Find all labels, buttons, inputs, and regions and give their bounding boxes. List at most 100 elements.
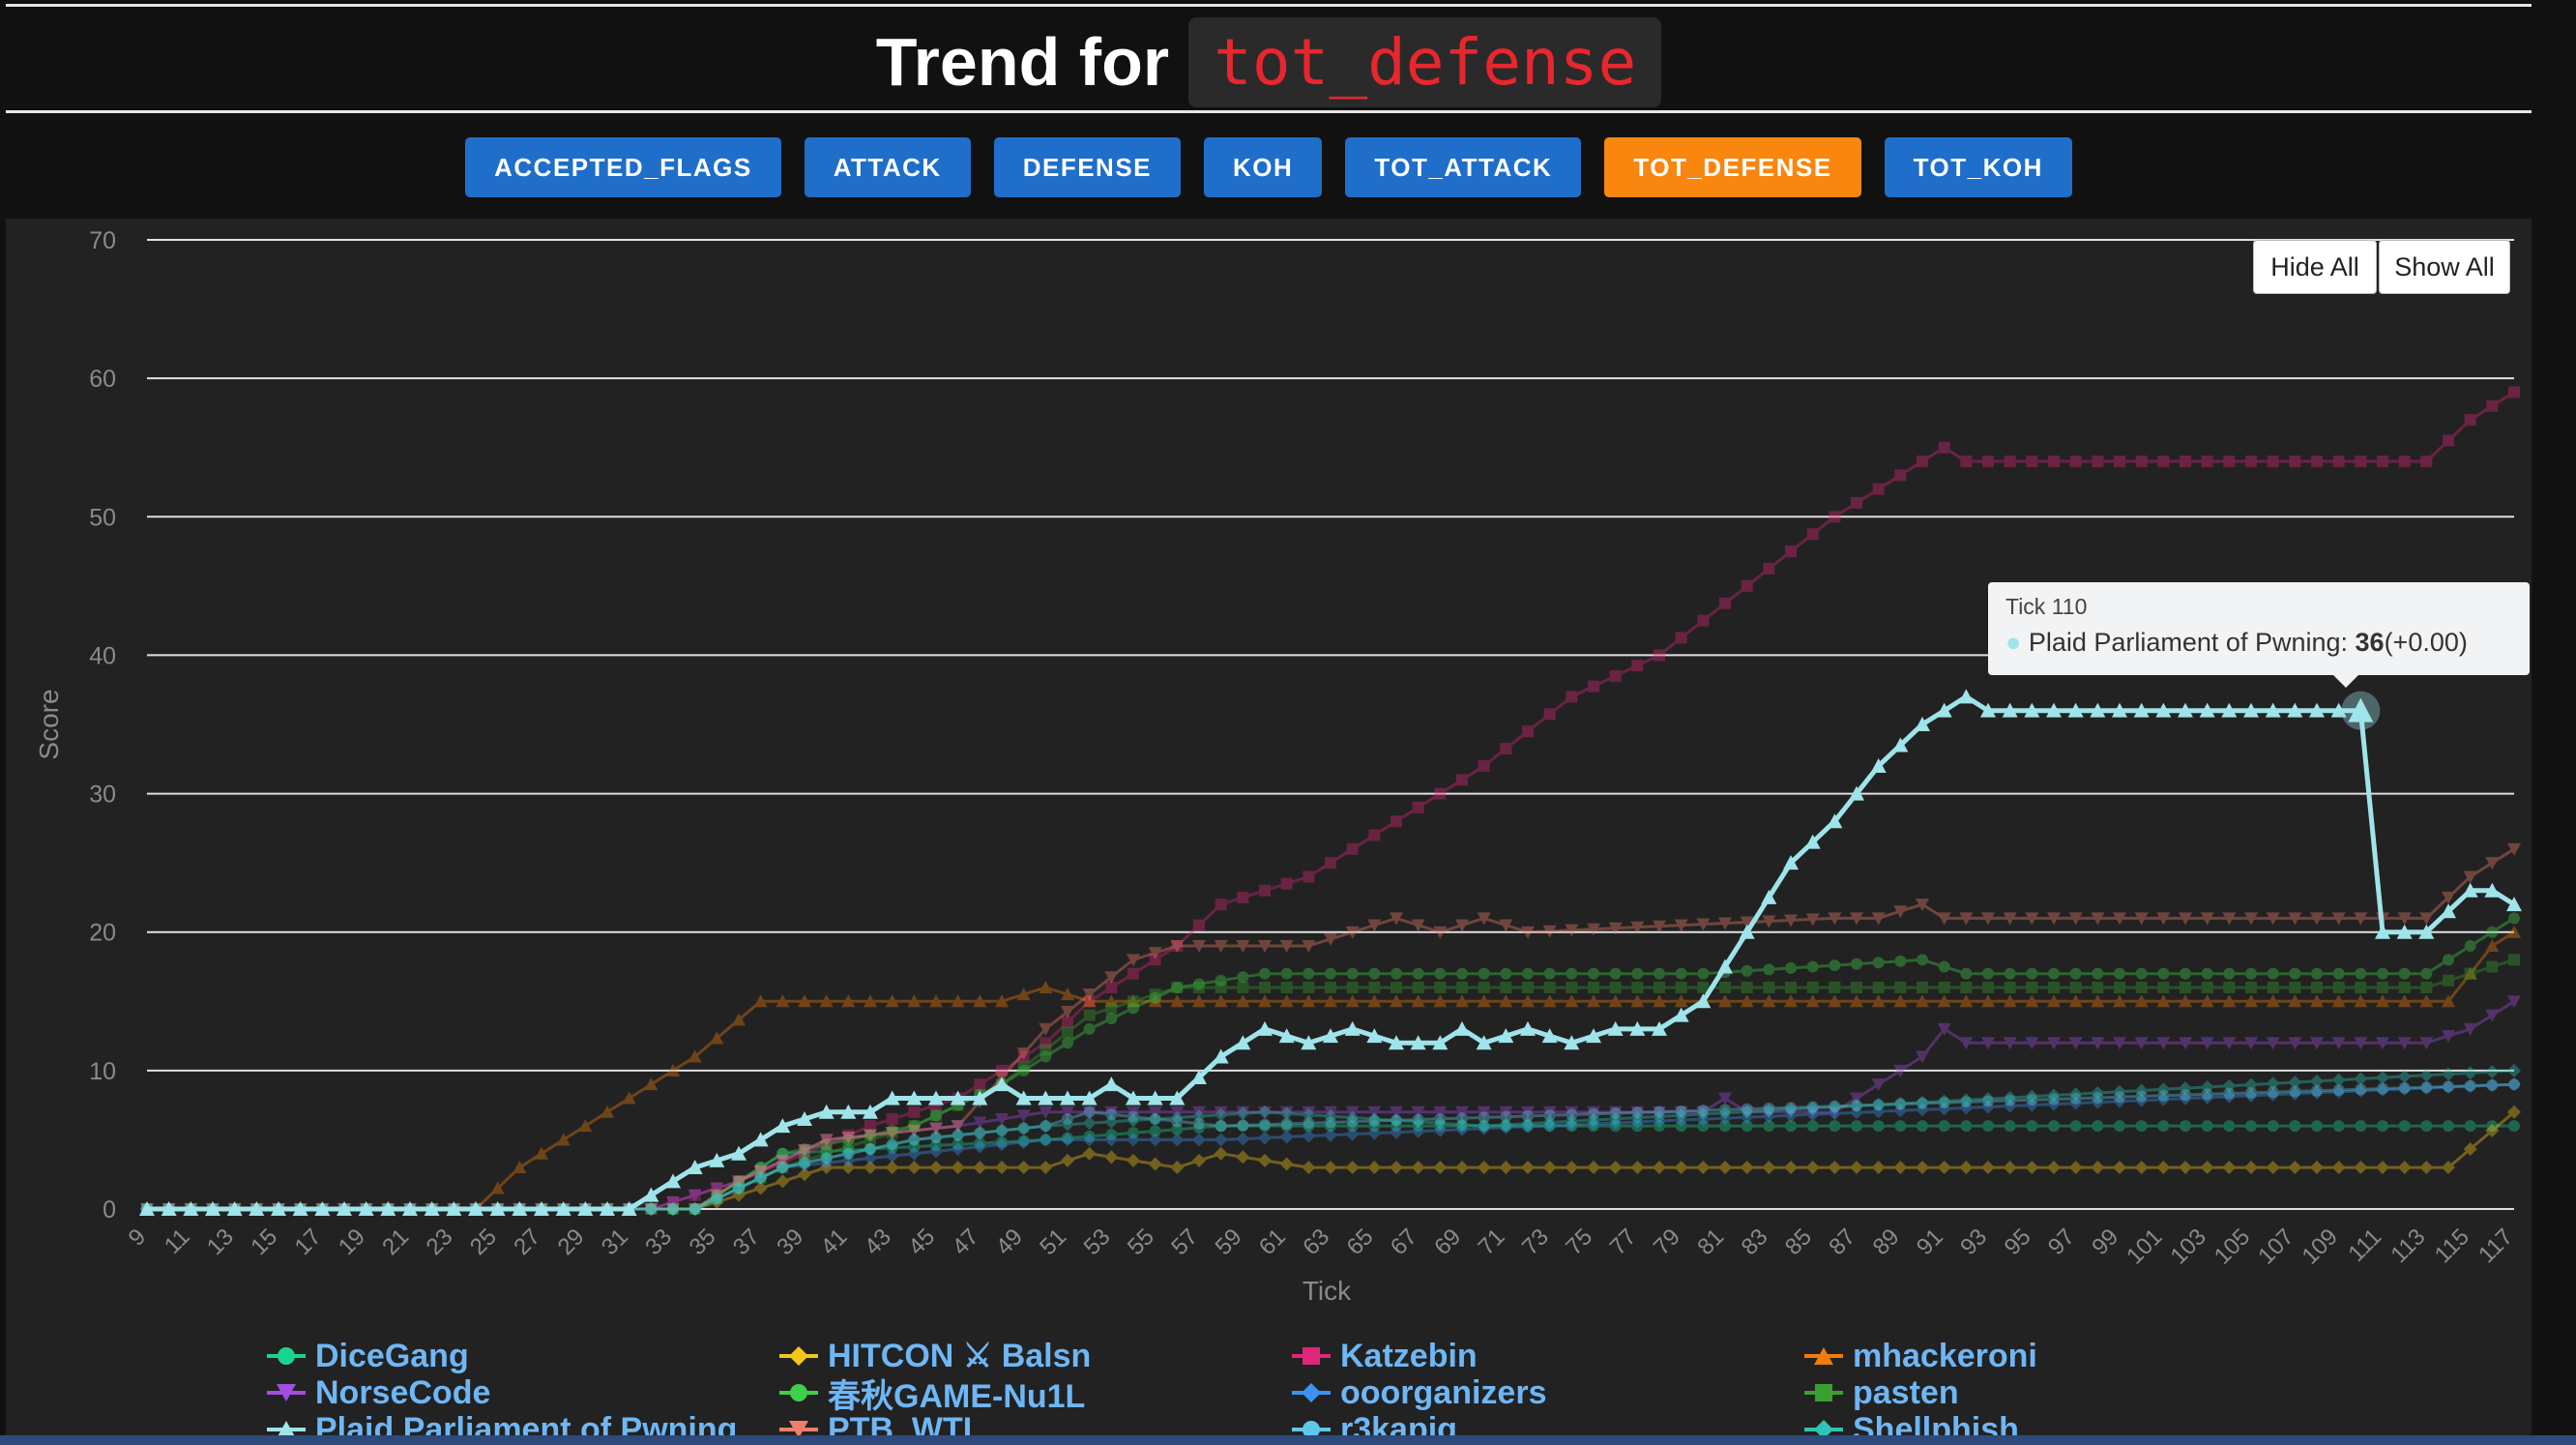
legend-item[interactable]: ooorganizers	[1292, 1374, 1546, 1411]
data-point	[1653, 1114, 1666, 1129]
data-point	[754, 1162, 767, 1174]
x-tick-label: 113	[2386, 1224, 2430, 1268]
tab-tot-defense[interactable]: TOT_DEFENSE	[1604, 137, 1861, 197]
data-point	[2003, 1037, 2017, 1050]
legend-item[interactable]: r3kapig	[1292, 1411, 1457, 1435]
data-point	[1828, 912, 1842, 926]
legend-item[interactable]: DiceGang	[267, 1339, 469, 1374]
legend-item[interactable]: 春秋GAME-Nu1L	[779, 1375, 1085, 1415]
tab-defense[interactable]: DEFENSE	[993, 137, 1182, 197]
data-point	[1850, 1092, 1863, 1106]
legend-item[interactable]: mhackeroni	[1804, 1339, 2037, 1374]
data-point	[907, 1161, 922, 1175]
data-point	[1805, 994, 1820, 1008]
series-mhackeroni[interactable]	[140, 925, 2521, 1215]
data-point	[1916, 994, 1929, 1008]
data-point	[1763, 981, 1775, 993]
data-point	[1608, 1161, 1623, 1175]
data-point	[1851, 1120, 1862, 1133]
data-point	[1521, 1106, 1535, 1119]
data-point	[1872, 957, 1885, 969]
legend-item[interactable]: NorseCode	[267, 1374, 490, 1411]
data-point	[645, 1203, 658, 1215]
tab-accepted-flags[interactable]: ACCEPTED_FLAGS	[465, 137, 781, 197]
legend-item[interactable]: Plaid Parliament of Pwning	[267, 1410, 738, 1436]
data-point	[271, 1201, 286, 1216]
data-point	[1521, 926, 1535, 939]
data-point	[535, 1146, 548, 1160]
legend-item[interactable]: Katzebin	[1292, 1339, 1478, 1374]
tab-tot-attack[interactable]: TOT_ATTACK	[1345, 137, 1582, 197]
legend-item[interactable]: pasten	[1804, 1374, 1959, 1411]
data-point	[1434, 981, 1447, 993]
data-point	[1412, 801, 1424, 813]
data-point	[973, 1116, 987, 1130]
data-point	[2330, 702, 2347, 718]
data-point	[1718, 917, 1732, 930]
data-point	[2397, 1069, 2412, 1083]
data-point	[2376, 1037, 2389, 1050]
tab-tot-koh[interactable]: TOT_KOH	[1884, 137, 2072, 197]
data-point	[1740, 1105, 1754, 1119]
data-point	[1500, 967, 1512, 980]
data-point	[2200, 912, 2214, 926]
data-point	[2180, 1120, 2191, 1133]
data-point	[1105, 1002, 1118, 1015]
data-point	[2484, 882, 2501, 898]
data-point	[1039, 1022, 1053, 1036]
data-point	[1346, 1115, 1359, 1128]
data-point	[1588, 1107, 1599, 1120]
tab-attack[interactable]: ATTACK	[804, 137, 971, 197]
data-point	[951, 1138, 964, 1151]
data-point	[688, 1203, 701, 1215]
data-point	[1039, 1119, 1053, 1134]
data-point	[733, 1175, 745, 1188]
series-plaid-parliament-of-pwning[interactable]	[139, 689, 2522, 1216]
x-tick-label: 95	[2000, 1224, 2036, 1260]
data-point	[1917, 1120, 1928, 1133]
data-point	[1126, 1090, 1141, 1106]
legend-label: Plaid Parliament of Pwning	[315, 1410, 738, 1436]
data-point	[2025, 912, 2039, 926]
data-point	[1390, 1125, 1403, 1139]
x-tick-label: 97	[2043, 1224, 2080, 1260]
data-point	[2354, 1161, 2368, 1175]
data-point	[2134, 1161, 2149, 1175]
legend-item[interactable]: Shellphish	[1804, 1411, 2019, 1435]
data-point	[2266, 912, 2280, 926]
legend-item[interactable]: HITCON ⚔ Balsn	[779, 1339, 1091, 1374]
series-line	[147, 930, 2515, 1211]
data-point	[929, 1144, 943, 1159]
data-point	[2464, 940, 2476, 953]
data-point	[1587, 1106, 1600, 1119]
show-all-button[interactable]: Show All	[2379, 240, 2510, 294]
data-point	[688, 1202, 702, 1216]
series-r3kapig[interactable]	[141, 1078, 2520, 1215]
data-point	[1433, 1161, 1448, 1175]
tab-koh[interactable]: KOH	[1204, 137, 1323, 197]
legend-item[interactable]: PTB_WTL	[779, 1411, 983, 1435]
data-point	[2025, 994, 2039, 1008]
data-point	[1390, 1114, 1402, 1127]
data-point	[2092, 1092, 2104, 1105]
legend-label: Katzebin	[1340, 1339, 1478, 1374]
data-point	[1170, 1106, 1185, 1119]
data-point	[973, 994, 987, 1008]
data-point	[1061, 1006, 1074, 1019]
data-point	[600, 1105, 614, 1118]
data-point	[1434, 1120, 1447, 1133]
data-point	[1236, 1150, 1250, 1165]
data-point	[1082, 1146, 1097, 1161]
data-point	[1412, 1113, 1424, 1126]
data-point	[1280, 1117, 1293, 1130]
data-point	[1303, 981, 1315, 993]
hide-all-button[interactable]: Hide All	[2253, 240, 2377, 294]
data-point	[2376, 1071, 2389, 1085]
chart-legend: DiceGang HITCON ⚔ Balsn Katzebin mhackeroni…	[267, 1339, 2491, 1435]
data-point	[2507, 1063, 2521, 1077]
data-point	[1762, 994, 1776, 1008]
data-point	[1630, 1161, 1645, 1175]
data-point	[688, 1049, 702, 1063]
data-point	[1829, 1100, 1841, 1112]
data-point	[1476, 1035, 1492, 1050]
